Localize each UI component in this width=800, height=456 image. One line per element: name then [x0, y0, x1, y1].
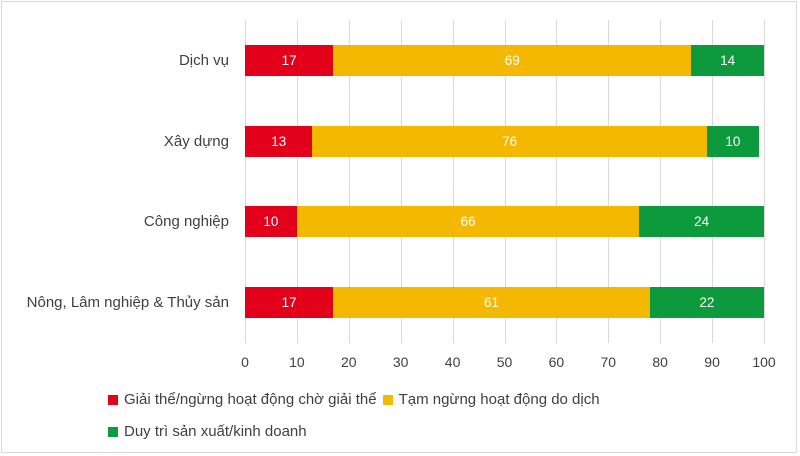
gridline [348, 20, 350, 343]
legend-label: Giải thể/ngừng hoạt động chờ giải thể [124, 391, 377, 408]
legend-label: Duy trì sản xuất/kinh doanh [124, 423, 307, 440]
gridline [504, 20, 506, 343]
plot-area [245, 20, 765, 343]
x-tick-label: 60 [548, 354, 565, 370]
gridline [660, 20, 662, 343]
bar-segment: 76 [312, 126, 707, 157]
legend-label: Tạm ngừng hoạt động do dịch [398, 391, 600, 408]
bar-segment: 17 [245, 45, 334, 76]
gridline [608, 20, 610, 343]
bar-segment: 69 [333, 45, 692, 76]
stacked-bar: 17 61 22 [245, 287, 764, 318]
gridline [296, 20, 298, 343]
legend-item-tam-ngung: Tạm ngừng hoạt động do dịch [382, 391, 600, 408]
legend-item-duy-tri: Duy trì sản xuất/kinh doanh [108, 423, 307, 440]
stacked-bar: 17 69 14 [245, 45, 764, 76]
bar-segment: 14 [691, 45, 764, 76]
gridline [400, 20, 402, 343]
legend-item-giai-the: Giải thể/ngừng hoạt động chờ giải thể [108, 391, 377, 408]
category-label-xay-dung: Xây dựng [163, 133, 229, 150]
x-tick-label: 80 [652, 354, 668, 370]
category-label-cong-nghiep: Công nghiệp [143, 213, 229, 230]
x-tick-label: 0 [241, 354, 249, 370]
gridline [452, 20, 454, 343]
bar-segment: 61 [333, 287, 650, 318]
stacked-bar: 13 76 10 [245, 126, 759, 157]
x-tick-label: 50 [496, 354, 513, 370]
x-tick-label: 30 [392, 354, 409, 370]
category-label-nong-lam-thuy-san: Nông, Lâm nghiệp & Thủy sản [26, 294, 229, 311]
x-tick-label: 100 [752, 354, 776, 370]
bar-segment: 66 [296, 206, 640, 237]
gridline [764, 20, 765, 343]
gridline [556, 20, 558, 343]
bar-segment: 17 [245, 287, 334, 318]
x-tick-label: 90 [704, 354, 720, 370]
bar-segment: 10 [245, 206, 297, 237]
category-label-dich-vu: Dịch vụ [178, 52, 229, 69]
bar-segment: 10 [706, 126, 759, 157]
x-tick-label: 70 [600, 354, 617, 370]
gridline [712, 20, 714, 343]
legend-row-1: Giải thể/ngừng hoạt động chờ giải thể Tạ… [108, 391, 606, 408]
yellow-square-icon [382, 394, 393, 405]
bar-segment: 24 [639, 206, 764, 237]
gridline [245, 20, 246, 343]
red-square-icon [108, 394, 118, 405]
bar-segment: 22 [649, 287, 764, 318]
bar-segment: 13 [245, 126, 313, 157]
green-square-icon [108, 426, 118, 437]
x-tick-label: 10 [289, 354, 305, 370]
stacked-bar: 10 66 24 [245, 206, 764, 237]
x-tick-label: 40 [444, 354, 461, 370]
legend-row-2: Duy trì sản xuất/kinh doanh [108, 423, 313, 440]
x-tick-label: 20 [341, 354, 357, 370]
